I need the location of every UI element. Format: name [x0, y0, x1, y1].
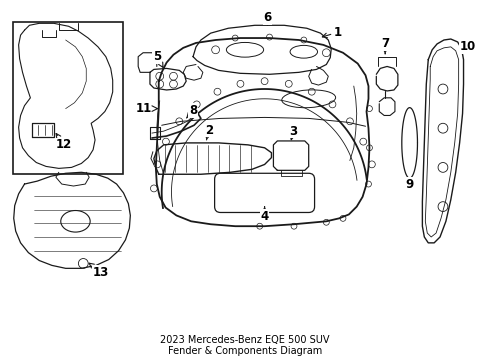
Text: 3: 3	[289, 125, 297, 140]
Text: 11: 11	[136, 102, 152, 115]
Text: 5: 5	[153, 50, 163, 67]
Text: 10: 10	[459, 40, 476, 53]
Text: 2: 2	[205, 124, 213, 140]
Text: 13: 13	[89, 263, 109, 279]
Text: 9: 9	[406, 177, 414, 190]
Text: 6: 6	[264, 11, 271, 25]
Text: 4: 4	[261, 207, 269, 223]
Text: 2023 Mercedes-Benz EQE 500 SUV
Fender & Components Diagram: 2023 Mercedes-Benz EQE 500 SUV Fender & …	[160, 335, 330, 356]
Text: 12: 12	[55, 134, 72, 151]
Text: 7: 7	[381, 37, 389, 54]
Text: 1: 1	[322, 26, 342, 39]
Text: 8: 8	[187, 104, 197, 118]
Bar	[13, 22, 122, 174]
